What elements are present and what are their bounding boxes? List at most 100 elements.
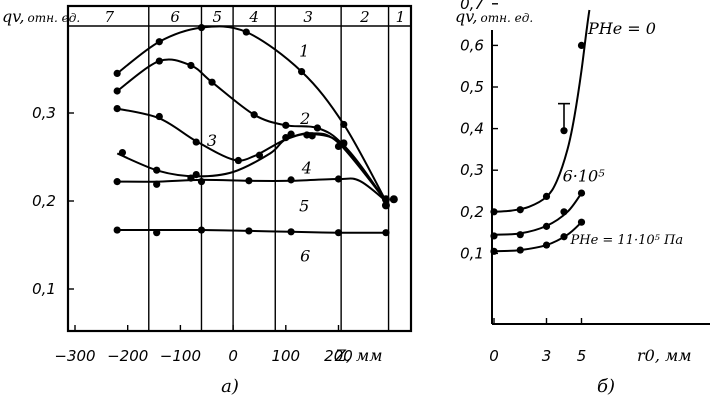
zone-label-7: 7 <box>104 8 114 26</box>
endpoint-marker-1 <box>381 195 390 204</box>
data-point-series4-7 <box>340 139 348 147</box>
panel-b: 0,1 0,2 0,3 0,4 0,5 0,6 0,7 0 3 5 qv, отн. ед. r0, м… <box>455 0 710 397</box>
series-line-5 <box>117 177 387 202</box>
series-label-b-2: PHe = 11·10⁵ Па <box>570 233 684 248</box>
y-tick-label-b-5: 0,6 <box>460 36 484 54</box>
y-tick-label-b-0: 0,1 <box>460 244 484 262</box>
data-point-b-series1-3 <box>560 208 568 216</box>
zone-label-3: 3 <box>303 8 313 26</box>
data-point-b-series0-0 <box>490 208 498 216</box>
data-point-series2-0 <box>113 87 121 95</box>
y-tick-label-b-3: 0,4 <box>460 120 484 138</box>
data-point-b-series0-1 <box>516 206 524 214</box>
y-axis-label-b: qv, отн. ед. <box>455 7 533 26</box>
data-point-series2-6 <box>313 124 322 132</box>
data-point-series3-2 <box>192 138 200 146</box>
data-point-series6-6 <box>382 229 390 237</box>
x-tick-label-b-1: 3 <box>542 347 552 365</box>
zone-label-2: 2 <box>359 8 370 26</box>
data-point-series4-0 <box>118 149 127 157</box>
series-line-4 <box>116 132 387 202</box>
data-point-series4-6 <box>303 131 311 139</box>
data-point-series5-1 <box>153 180 161 188</box>
series-label-2: 2 <box>299 109 310 128</box>
data-point-series6-3 <box>245 227 253 235</box>
x-tick-label-a-0: −300 <box>54 347 95 365</box>
data-point-series1-5 <box>340 120 348 129</box>
data-point-series2-1 <box>155 57 163 65</box>
y-axis-unit-a: отн. ед. <box>27 11 80 25</box>
series-line-b-2 <box>493 221 583 253</box>
data-point-series5-3 <box>245 177 253 185</box>
data-point-b-series2-3 <box>560 233 568 241</box>
series-label-1: 1 <box>299 41 309 60</box>
endpoint-marker-2 <box>389 195 398 204</box>
data-point-series1-3 <box>242 28 250 36</box>
x-tick-label-a-2: −100 <box>160 347 201 365</box>
data-point-series6-5 <box>334 229 343 237</box>
plot-frame-a <box>66 4 413 333</box>
data-point-series1-1 <box>155 38 163 46</box>
x-tick-label-b-2: 5 <box>577 347 587 365</box>
data-point-series1-2 <box>197 24 206 32</box>
series-label-6: 6 <box>300 246 310 265</box>
data-point-series6-2 <box>197 226 206 234</box>
data-point-series2-5 <box>282 121 290 129</box>
data-point-b-series2-4 <box>577 218 586 226</box>
data-point-b-series1-4 <box>577 189 586 197</box>
zone-label-1: 1 <box>396 8 406 26</box>
x-tick-label-a-4: 100 <box>271 347 300 365</box>
x-axis-label-b: r0, мм <box>637 346 692 365</box>
data-point-series2-4 <box>250 111 258 119</box>
data-point-b-series1-0 <box>490 232 498 240</box>
series-line-b-1 <box>493 192 583 236</box>
data-point-b-series0-4 <box>577 41 586 50</box>
data-point-b-series2-2 <box>542 241 551 249</box>
y-tick-label-a-0: 0,1 <box>32 280 56 298</box>
y-tick-label-b-6: 0,7 <box>460 0 484 13</box>
series-label-b-0: PHe = 0 <box>587 19 656 38</box>
series-label-b-1: 6·10⁵ <box>563 166 606 185</box>
y-tick-label-b-1: 0,2 <box>460 203 484 221</box>
data-point-series4-3 <box>192 171 200 179</box>
data-point-series1-4 <box>298 68 306 76</box>
data-point-series1-0 <box>113 69 121 77</box>
endpoint-marker-0 <box>381 201 390 210</box>
series-label-4: 4 <box>301 158 312 177</box>
data-point-series3-1 <box>155 112 163 121</box>
data-point-b-series1-2 <box>542 222 551 230</box>
data-point-series6-0 <box>113 226 121 234</box>
data-point-series4-1 <box>153 166 161 174</box>
data-point-series5-0 <box>113 178 121 186</box>
zone-label-4: 4 <box>248 8 259 26</box>
data-point-b-series2-0 <box>490 247 498 255</box>
data-point-series5-5 <box>334 175 343 183</box>
zone-label-6: 6 <box>170 8 180 26</box>
zone-label-5: 5 <box>213 8 223 26</box>
panel-label-a: а) <box>221 376 239 397</box>
series-label-5: 5 <box>299 196 309 215</box>
y-tick-label-b-4: 0,5 <box>460 78 484 96</box>
x-axis-label-a: Z, мм <box>334 346 383 365</box>
x-tick-label-b-0: 0 <box>489 347 499 365</box>
x-tick-label-a-1: −200 <box>107 347 148 365</box>
data-point-series2-2 <box>187 61 195 70</box>
y-tick-label-a-2: 0,3 <box>32 104 56 122</box>
y-axis-label-a: qv, отн. ед. <box>2 7 80 26</box>
y-axis-unit-b: отн. ед. <box>480 11 533 25</box>
y-tick-label-a-1: 0,2 <box>32 192 56 210</box>
series-label-3: 3 <box>207 131 217 150</box>
data-point-b-series0-2 <box>542 192 551 201</box>
y-tick-label-b-2: 0,3 <box>460 161 484 179</box>
data-point-series5-4 <box>287 176 295 184</box>
x-tick-label-a-5: 200 <box>324 347 353 365</box>
data-point-series5-2 <box>197 178 206 186</box>
data-point-series2-3 <box>208 78 216 86</box>
data-point-b-series2-1 <box>516 246 524 254</box>
panel-label-b: б) <box>597 376 615 397</box>
data-point-series6-1 <box>153 229 161 237</box>
data-point-series4-5 <box>287 130 295 138</box>
data-point-series6-4 <box>287 228 295 236</box>
data-point-series3-0 <box>113 105 121 113</box>
